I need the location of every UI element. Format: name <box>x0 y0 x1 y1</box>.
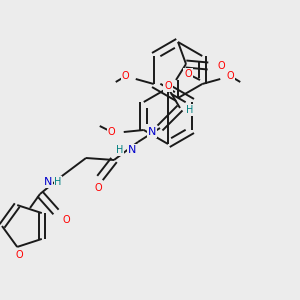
Text: O: O <box>108 127 116 137</box>
Text: N: N <box>148 127 156 137</box>
Text: N: N <box>128 145 136 155</box>
Text: O: O <box>122 71 130 81</box>
Text: O: O <box>94 183 102 193</box>
Text: O: O <box>226 71 234 81</box>
Text: N: N <box>44 177 52 187</box>
Text: H: H <box>186 105 194 115</box>
Text: O: O <box>184 69 192 79</box>
Text: H: H <box>54 177 62 187</box>
Text: O: O <box>62 215 70 225</box>
Text: O: O <box>164 81 172 91</box>
Text: O: O <box>217 61 225 71</box>
Text: H: H <box>116 145 124 155</box>
Text: O: O <box>15 250 23 260</box>
